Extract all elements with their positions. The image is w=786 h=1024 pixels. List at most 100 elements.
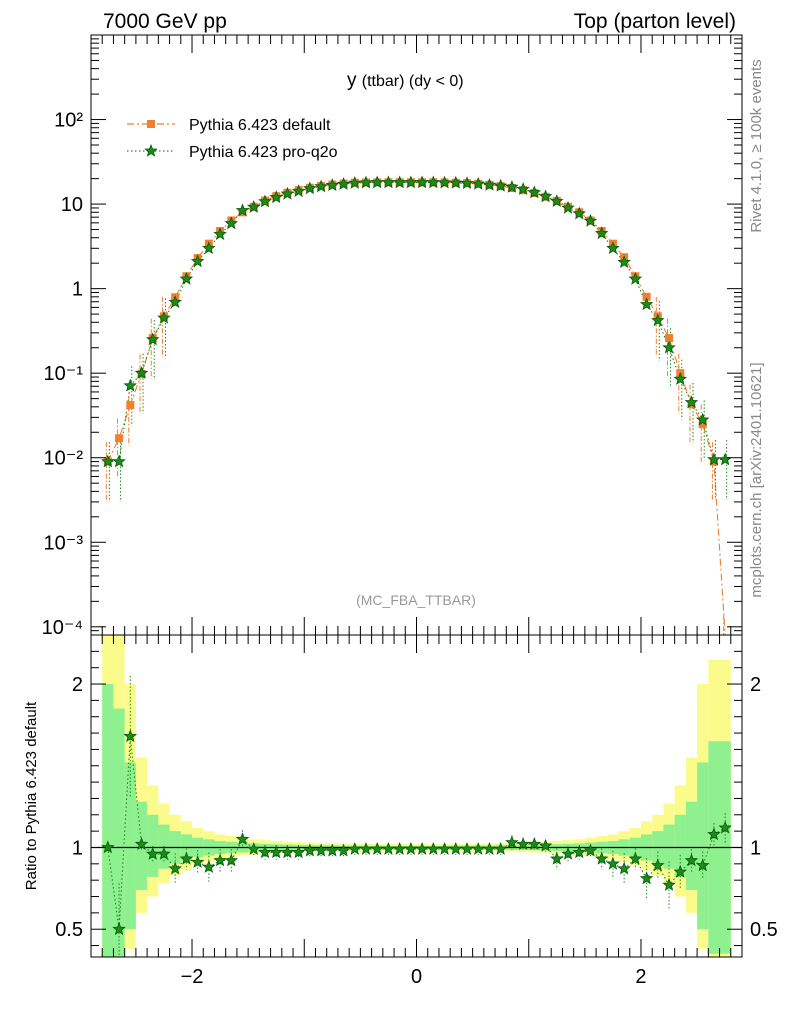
ratio-point-proq2o (190, 855, 205, 868)
main-y-tick-label: 10 (61, 194, 83, 216)
point-proq2o (224, 216, 239, 230)
legend-marker-star (144, 143, 158, 157)
ratio-point-proq2o (561, 846, 575, 860)
point-proq2o (392, 175, 407, 189)
main-y-tick-label: 10² (54, 110, 83, 132)
point-proq2o (538, 189, 553, 203)
main-y-tick-label: 10⁻² (44, 448, 84, 470)
ratio-point-proq2o (359, 842, 373, 855)
ratio-point-proq2o (684, 853, 699, 867)
ratio-point-proq2o (235, 832, 250, 846)
ratio-point-proq2o (145, 846, 160, 860)
header-right: Top (parton level) (574, 10, 736, 33)
point-proq2o (651, 313, 665, 327)
ratio-point-proq2o (381, 842, 396, 855)
legend-entry-default: Pythia 6.423 default (127, 117, 331, 134)
ratio-point-proq2o (550, 851, 564, 865)
point-proq2o (336, 177, 351, 190)
point-proq2o (493, 178, 508, 192)
ratio-point-proq2o (718, 820, 732, 834)
band-inner-bin (113, 708, 125, 957)
ratio-series-layer (101, 675, 732, 957)
point-proq2o (101, 454, 115, 468)
axis-ticks: 10⁻⁴ 10⁻³ 10⁻² 10⁻¹ 1 10 10² 0.5 0.5 1 1 2 2 −2 0 2 (42, 34, 778, 988)
ratio-point-proq2o (662, 877, 676, 891)
ratio-point-proq2o (112, 922, 126, 935)
main-y-tick-label: 10⁻¹ (44, 363, 84, 385)
ratio-point-proq2o (404, 842, 418, 855)
point-proq2o (482, 177, 497, 191)
ratio-point-proq2o (291, 845, 306, 859)
ratio-point-proq2o (493, 842, 508, 855)
x-tick-label: −2 (181, 966, 204, 988)
point-proq2o (415, 175, 429, 189)
ratio-point-proq2o (482, 842, 497, 855)
ratio-point-proq2o (314, 843, 328, 857)
point-proq2o (359, 175, 373, 189)
ratio-point-proq2o (583, 843, 598, 857)
ratio-point-proq2o (303, 843, 317, 857)
ratio-point-proq2o (639, 871, 654, 885)
point-proq2o (213, 227, 227, 240)
mcplots-source-label: mcplots.cern.ch [arXiv:2401.10621] (748, 362, 765, 597)
ratio-point-proq2o (269, 845, 283, 859)
ratio-point-proq2o (437, 842, 452, 855)
ratio-point-proq2o (336, 843, 351, 857)
point-proq2o (168, 295, 182, 308)
point-proq2o (673, 372, 688, 385)
plot-title: y (ttbar) (dy < 0) (347, 70, 464, 91)
band-inner-bin (102, 684, 114, 957)
band-inner-bin (663, 824, 675, 869)
ratio-point-proq2o (134, 837, 149, 850)
point-proq2o (684, 395, 699, 409)
main-y-tick-label: 10⁻⁴ (42, 617, 83, 639)
ratio-y-axis-label: Ratio to Pythia 6.423 default (23, 701, 40, 890)
point-default (698, 420, 707, 429)
legend-label-proq2o: Pythia 6.423 pro-q2o (189, 144, 338, 161)
point-proq2o (662, 340, 676, 354)
ratio-point-proq2o (370, 842, 384, 855)
point-proq2o (325, 178, 340, 191)
ratio-y-tick-label-left: 1 (72, 837, 83, 859)
point-proq2o (269, 190, 283, 204)
point-proq2o (303, 181, 317, 195)
ratio-point-proq2o (471, 842, 485, 855)
ratio-point-proq2o (527, 837, 542, 850)
legend-label-default: Pythia 6.423 default (189, 117, 331, 134)
ratio-point-proq2o (157, 846, 171, 860)
legend-entry-proq2o: Pythia 6.423 pro-q2o (127, 143, 338, 161)
point-proq2o (134, 366, 149, 379)
ratio-point-proq2o (617, 861, 631, 875)
ratio-point-proq2o (505, 835, 519, 849)
point-proq2o (280, 186, 295, 200)
point-proq2o (707, 452, 721, 466)
ratio-point-proq2o (651, 858, 665, 872)
point-proq2o (583, 213, 598, 227)
point-default (642, 292, 651, 301)
point-proq2o (516, 182, 530, 195)
ratio-y-tick-label-right: 2 (750, 674, 761, 696)
ratio-point-proq2o (246, 842, 261, 855)
band-inner-bin (124, 762, 136, 930)
ratio-y-tick-label-right: 1 (750, 837, 761, 859)
point-proq2o (123, 378, 138, 392)
point-proq2o (112, 454, 126, 468)
band-inner-bin (674, 814, 686, 877)
point-proq2o (404, 175, 418, 189)
point-proq2o (426, 175, 441, 189)
point-proq2o (370, 175, 384, 189)
band-inner-bin (685, 801, 698, 890)
ratio-point-proq2o (426, 842, 441, 855)
point-proq2o (550, 194, 564, 208)
point-proq2o (291, 184, 306, 197)
point-proq2o (235, 203, 250, 217)
ratio-point-proq2o (673, 864, 688, 878)
plot-title-symbol: y (347, 70, 357, 91)
ratio-point-proq2o (606, 856, 620, 870)
point-proq2o (348, 176, 362, 189)
point-proq2o (718, 452, 732, 466)
series-line-default (107, 181, 726, 635)
point-proq2o (606, 241, 620, 255)
